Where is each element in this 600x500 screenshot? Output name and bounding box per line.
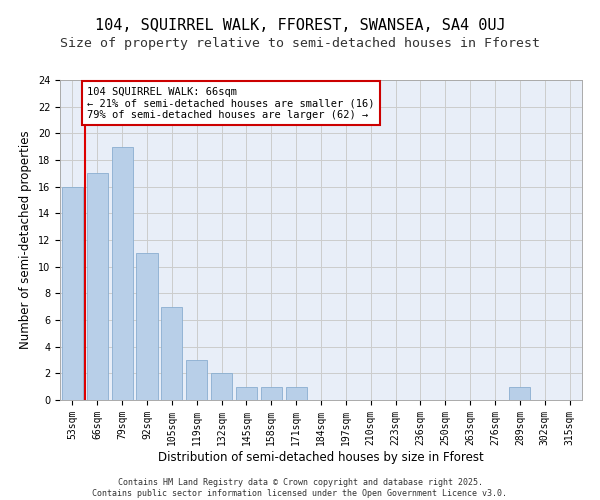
Bar xyxy=(161,306,182,400)
Bar xyxy=(211,374,232,400)
Y-axis label: Number of semi-detached properties: Number of semi-detached properties xyxy=(19,130,32,350)
Text: Contains HM Land Registry data © Crown copyright and database right 2025.
Contai: Contains HM Land Registry data © Crown c… xyxy=(92,478,508,498)
X-axis label: Distribution of semi-detached houses by size in Fforest: Distribution of semi-detached houses by … xyxy=(158,450,484,464)
Bar xyxy=(136,254,158,400)
Bar xyxy=(62,186,83,400)
Bar xyxy=(236,386,257,400)
Bar xyxy=(261,386,282,400)
Bar xyxy=(286,386,307,400)
Text: 104, SQUIRREL WALK, FFOREST, SWANSEA, SA4 0UJ: 104, SQUIRREL WALK, FFOREST, SWANSEA, SA… xyxy=(95,18,505,32)
Text: 104 SQUIRREL WALK: 66sqm
← 21% of semi-detached houses are smaller (16)
79% of s: 104 SQUIRREL WALK: 66sqm ← 21% of semi-d… xyxy=(88,86,375,120)
Bar xyxy=(186,360,207,400)
Text: Size of property relative to semi-detached houses in Fforest: Size of property relative to semi-detach… xyxy=(60,38,540,51)
Bar xyxy=(87,174,108,400)
Bar xyxy=(509,386,530,400)
Bar xyxy=(112,146,133,400)
